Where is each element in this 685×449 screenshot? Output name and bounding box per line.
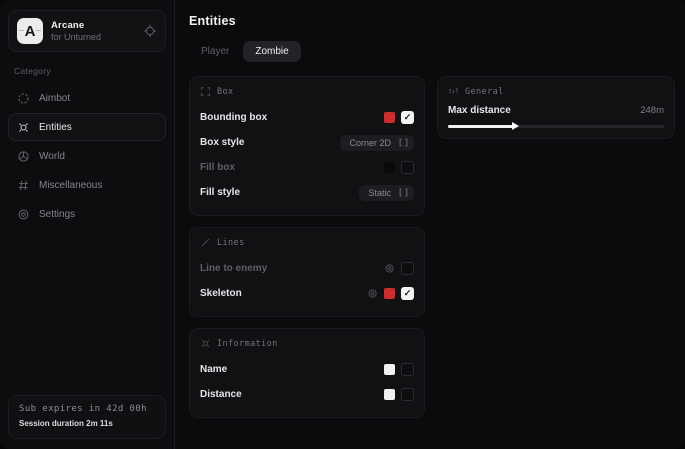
color-swatch[interactable]: [384, 112, 395, 123]
row-distance: Distance: [200, 382, 414, 407]
info-target-icon: [200, 338, 211, 349]
sidebar-item-settings[interactable]: Settings: [8, 200, 166, 228]
sidebar-item-label: World: [39, 150, 65, 162]
page-title: Entities: [189, 14, 236, 28]
checkbox-skeleton[interactable]: ✓: [401, 287, 414, 300]
row-fill-box: Fill box: [200, 155, 414, 180]
select-fill-style[interactable]: Static: [359, 184, 414, 201]
expand-icon: [399, 138, 408, 147]
gear-icon[interactable]: [367, 288, 378, 299]
card-header: General: [448, 86, 664, 97]
crosshair-dashed-icon: [17, 92, 30, 105]
card-title: Box: [217, 86, 234, 97]
row-box-style: Box style Corner 2D: [200, 130, 414, 155]
row-label: Bounding box: [200, 112, 268, 123]
category-label: Category: [14, 66, 51, 76]
row-line-to-enemy: Line to enemy: [200, 256, 414, 281]
gear-icon[interactable]: [384, 263, 395, 274]
settings-columns: Box Bounding box ✓ Box style Corner 2D: [189, 76, 675, 429]
sidebar-item-label: Settings: [39, 208, 76, 220]
row-label: Name: [200, 364, 228, 375]
row-skeleton: Skeleton ✓: [200, 281, 414, 306]
row-label: Box style: [200, 137, 245, 148]
checkbox-distance[interactable]: [401, 388, 414, 401]
grid-hash-icon: [17, 179, 30, 192]
brand-text: Arcane for Unturned: [51, 20, 135, 42]
row-label: Skeleton: [200, 288, 242, 299]
brand-name: Arcane: [51, 20, 85, 31]
sidebar-item-label: Entities: [39, 121, 72, 133]
tab-zombie[interactable]: Zombie: [243, 41, 301, 62]
checkbox-bounding-box[interactable]: ✓: [401, 111, 414, 124]
session-duration-text: Session duration 2m 11s: [19, 419, 113, 428]
card-title: Lines: [217, 237, 245, 248]
slider-header: Max distance 248m: [448, 105, 664, 116]
max-distance-slider[interactable]: [448, 122, 664, 130]
brand-subtitle: for Unturned: [51, 32, 102, 42]
color-swatch[interactable]: [384, 162, 395, 173]
right-column: General Max distance 248m: [437, 76, 675, 150]
sidebar-item-aimbot[interactable]: Aimbot: [8, 84, 166, 112]
sidebar: A Arcane for Unturned Category Aimbot: [0, 0, 175, 449]
sidebar-item-label: Aimbot: [39, 92, 71, 104]
row-label: Distance: [200, 389, 242, 400]
color-swatch[interactable]: [384, 288, 395, 299]
subscription-status: Sub expires in 42d 00h Session duration …: [8, 395, 166, 439]
gear-icon: [17, 208, 30, 221]
slider-fill: [448, 125, 515, 128]
card-header: Lines: [200, 237, 414, 248]
row-fill-style: Fill style Static: [200, 180, 414, 205]
diagonal-line-icon: [200, 237, 211, 248]
entity-icon: [17, 121, 30, 134]
main-content: Entities Player Zombie Box: [175, 0, 685, 449]
app-logo: A: [17, 18, 43, 44]
sidebar-item-label: Miscellaneous: [39, 179, 103, 191]
row-label: Fill style: [200, 187, 241, 198]
card-title: General: [465, 86, 504, 97]
slider-value: 248m: [640, 105, 664, 116]
select-value: Corner 2D: [349, 137, 391, 148]
row-name: Name: [200, 357, 414, 382]
card-header: Information: [200, 338, 414, 349]
row-label: Line to enemy: [200, 263, 268, 274]
expand-icon: [399, 188, 408, 197]
card-information: Information Name Distance: [189, 328, 425, 418]
select-value: Static: [368, 187, 391, 198]
card-header: Box: [200, 86, 414, 97]
select-box-style[interactable]: Corner 2D: [340, 134, 414, 151]
checkbox-line-to-enemy[interactable]: [401, 262, 414, 275]
sidebar-item-entities[interactable]: Entities: [8, 113, 166, 141]
color-swatch[interactable]: [384, 364, 395, 375]
sub-expiry-text: Sub expires in 42d 00h: [19, 404, 148, 414]
row-bounding-box: Bounding box ✓: [200, 105, 414, 130]
card-general: General Max distance 248m: [437, 76, 675, 139]
color-swatch[interactable]: [384, 389, 395, 400]
sliders-icon: [448, 86, 459, 97]
entity-tabs: Player Zombie: [189, 41, 675, 62]
card-lines: Lines Line to enemy Skeleton: [189, 227, 425, 317]
brand-header[interactable]: A Arcane for Unturned: [8, 10, 166, 52]
sidebar-item-miscellaneous[interactable]: Miscellaneous: [8, 171, 166, 199]
slider-label: Max distance: [448, 105, 511, 116]
row-label: Fill box: [200, 162, 235, 173]
box-corners-icon: [200, 86, 211, 97]
tab-player[interactable]: Player: [201, 46, 230, 57]
sidebar-item-world[interactable]: World: [8, 142, 166, 170]
globe-icon: [17, 150, 30, 163]
card-box: Box Bounding box ✓ Box style Corner 2D: [189, 76, 425, 216]
card-title: Information: [217, 338, 278, 349]
left-column: Box Bounding box ✓ Box style Corner 2D: [189, 76, 425, 429]
checkbox-name[interactable]: [401, 363, 414, 376]
checkbox-fill-box[interactable]: [401, 161, 414, 174]
slider-thumb[interactable]: [511, 122, 519, 130]
crosshair-icon[interactable]: [143, 24, 157, 38]
